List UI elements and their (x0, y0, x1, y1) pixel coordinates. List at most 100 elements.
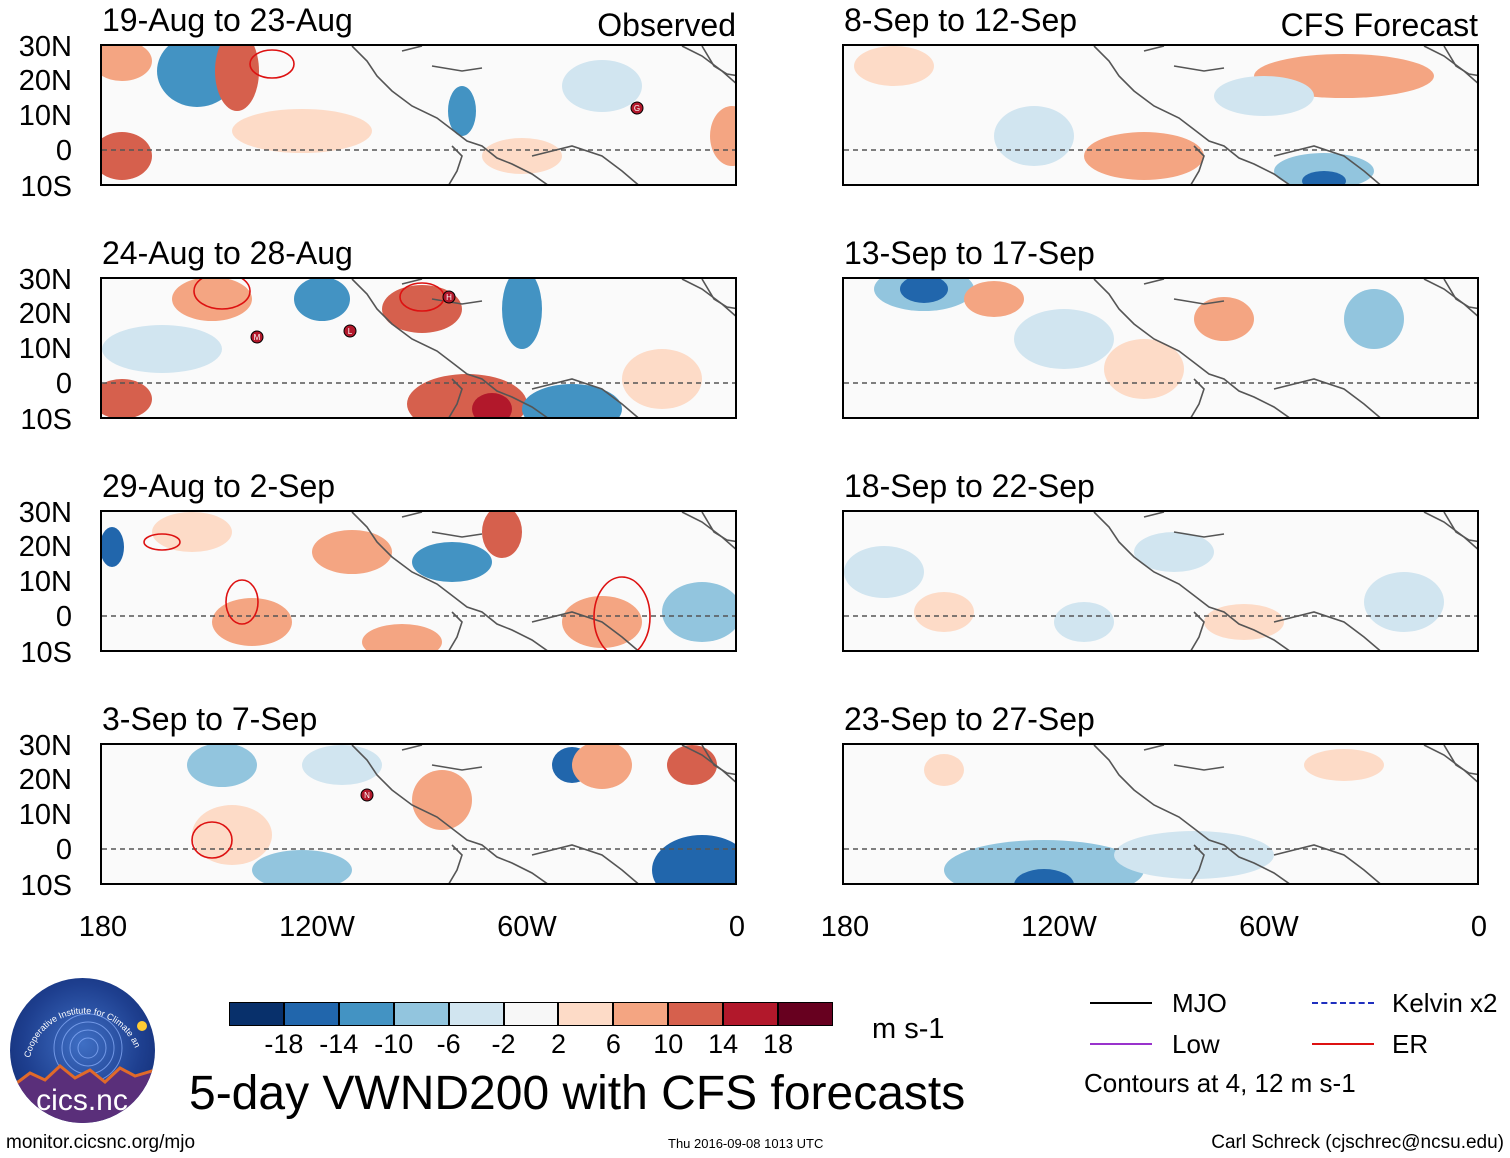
anomaly-shading (1304, 749, 1384, 781)
coastline (1143, 512, 1165, 518)
colorbar-tick: 2 (550, 1029, 566, 1059)
y-tick-label: 10N (18, 799, 72, 831)
map-canvas: N (102, 745, 735, 883)
y-tick-label: 10N (18, 333, 72, 365)
y-tick-label: 0 (55, 135, 72, 167)
coastline (1443, 745, 1477, 776)
coastline (1190, 844, 1205, 883)
map-panel (842, 277, 1479, 419)
er-contour (193, 279, 251, 310)
coastline (431, 298, 483, 305)
anomaly-shading (102, 325, 222, 373)
map-panel (842, 44, 1479, 186)
er-contour (143, 533, 181, 551)
footer-author: Carl Schreck (cjschrec@ncsu.edu) (1211, 1132, 1504, 1153)
legend-er-label: ER (1392, 1029, 1429, 1059)
map-canvas: M L H (102, 279, 735, 417)
anomaly-shading (1214, 76, 1314, 116)
coastline (1190, 145, 1205, 184)
anomaly-shading (622, 349, 702, 409)
footer-timestamp: Thu 2016-09-08 1013 UTC (668, 1136, 824, 1151)
y-tick-label: 20N (18, 764, 72, 796)
anomaly-shading (1274, 153, 1374, 184)
coastline (1273, 378, 1381, 417)
y-tick-label: 10S (20, 404, 72, 436)
anomaly-shading (522, 384, 622, 417)
colorbar-swatch (503, 1002, 559, 1026)
coastline (1190, 611, 1205, 650)
anomaly-shading (710, 106, 735, 166)
coastline (448, 611, 463, 650)
coastline (351, 279, 548, 417)
anomaly-shading (312, 530, 392, 574)
coastline (1273, 145, 1381, 184)
tropical-cyclone-icon: N (360, 788, 374, 802)
footer-url[interactable]: monitor.cicsnc.org/mjo (6, 1132, 196, 1153)
colorbar-tick: -18 (264, 1029, 304, 1059)
anomaly-shading (662, 582, 735, 642)
panel-period-title: 23-Sep to 27-Sep (844, 701, 1095, 737)
anomaly-shading (172, 279, 252, 321)
colorbar-units: m s-1 (872, 1013, 945, 1045)
coastline (448, 378, 463, 417)
x-tick-label: 120W (1021, 911, 1097, 943)
anomaly-shading (502, 279, 542, 349)
coastline (401, 46, 423, 52)
legend-mjo-line (1090, 1002, 1152, 1004)
anomaly-shading (102, 46, 152, 81)
y-tick-label: 20N (18, 65, 72, 97)
storm-letter: L (348, 327, 353, 336)
colorbar-swatch (229, 1002, 284, 1026)
map-panel (842, 510, 1479, 652)
anomaly-shading (102, 132, 152, 180)
coastline (1273, 611, 1381, 650)
map-canvas (844, 512, 1477, 650)
colorbar-swatch (393, 1002, 449, 1026)
x-tick-label: 60W (1239, 911, 1299, 943)
coastline (1423, 279, 1477, 317)
coastline (1273, 844, 1381, 883)
colorbar-swatch (448, 1002, 504, 1026)
anomaly-shading (924, 754, 964, 786)
storm-letter: H (446, 293, 452, 302)
storm-letter: M (254, 333, 261, 342)
colorbar-swatch (558, 1002, 614, 1026)
y-tick-label: 30N (18, 264, 72, 296)
coastline (701, 46, 735, 77)
y-tick-label: 0 (55, 368, 72, 400)
logo-art: Cooperative Institute for Climate and Sa… (10, 978, 155, 1123)
er-contour (225, 579, 259, 625)
legend-er-line (1312, 1043, 1374, 1045)
coastline (701, 745, 735, 776)
main-title: 5-day VWND200 with CFS forecasts (189, 1067, 966, 1120)
colorbar-swatch (778, 1002, 833, 1026)
panel-period-title: 8-Sep to 12-Sep (844, 2, 1078, 38)
coastline (1093, 512, 1290, 650)
anomaly-shading (1302, 171, 1346, 184)
legend-low-line (1090, 1043, 1152, 1045)
anomaly-shading (1014, 869, 1074, 883)
x-tick-label: 0 (728, 911, 746, 943)
x-tick-label: 60W (497, 911, 557, 943)
er-contour (249, 49, 295, 79)
map-canvas (844, 279, 1477, 417)
coastline (681, 279, 735, 317)
colorbar-swatch (668, 1002, 724, 1026)
coastline (1443, 512, 1477, 543)
colorbar-swatch (723, 1002, 779, 1026)
coastline (351, 745, 548, 883)
anomaly-shading (572, 745, 632, 789)
y-tick-label: 30N (18, 497, 72, 529)
panel-period-title: 24-Aug to 28-Aug (102, 235, 353, 271)
anomaly-shading (1344, 289, 1404, 349)
logo-ring-text: Cooperative Institute for Climate and Sa… (10, 978, 143, 1059)
anomaly-shading (1194, 297, 1254, 341)
coastline (1190, 378, 1205, 417)
anomaly-shading (102, 527, 124, 567)
anomaly-shading (994, 106, 1074, 166)
colorbar-tick: -6 (436, 1029, 461, 1059)
legend-kelvin-line (1312, 1002, 1374, 1004)
y-tick-label: 0 (55, 834, 72, 866)
anomaly-shading (412, 542, 492, 582)
er-contour (593, 576, 651, 650)
